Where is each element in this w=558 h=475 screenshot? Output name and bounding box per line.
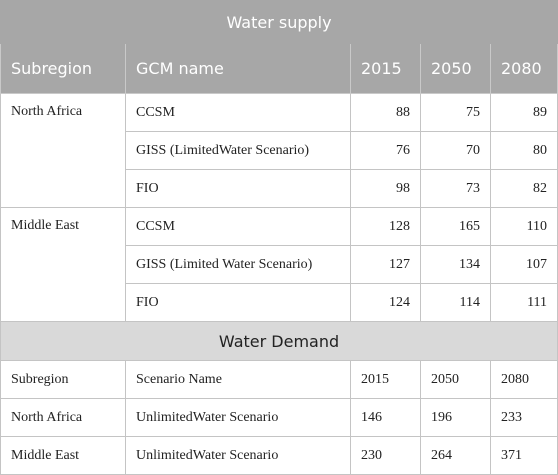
header-2080: 2080 [489,43,558,94]
value-cell: 110 [489,207,558,246]
table-row: FIO 98 73 82 [1,169,558,208]
scenario-cell: UnlimitedWater Scenario [125,436,351,475]
header-gcm-name: GCM name [125,43,351,94]
demand-header-2050: 2050 [420,360,491,399]
value-cell: 88 [350,93,421,132]
table-row: GISS (Limited Water Scenario) 127 134 10… [1,245,558,284]
table-row: North Africa CCSM 88 75 89 [0,93,558,208]
value-cell: 127 [350,245,421,284]
region-cell: North Africa [0,398,126,437]
demand-title: Water Demand [0,321,558,361]
value-cell: 196 [420,398,491,437]
value-cell: 82 [489,169,558,208]
region-cell: Middle East [0,207,126,322]
value-cell: 73 [420,169,491,208]
value-cell: 233 [489,398,558,437]
demand-header-2015: 2015 [350,360,421,399]
table-row: GISS (LimitedWater Scenario) 76 70 80 [1,131,558,170]
value-cell: 134 [420,245,491,284]
value-cell: 75 [420,93,491,132]
value-cell: 128 [350,207,421,246]
gcm-cell: GISS (Limited Water Scenario) [125,245,351,284]
value-cell: 76 [350,131,421,170]
region-cell: Middle East [0,436,126,475]
table-row: Middle East UnlimitedWater Scenario 230 … [0,436,558,475]
table-row: Middle East CCSM 128 165 110 [0,207,558,322]
gcm-cell: CCSM [125,93,351,132]
value-cell: 114 [420,283,491,322]
value-cell: 111 [489,283,558,322]
value-cell: 98 [350,169,421,208]
value-cell: 230 [350,436,421,475]
value-cell: 371 [489,436,558,475]
header-subregion: Subregion [0,43,126,94]
table-row: Subregion Scenario Name 2015 2050 2080 [0,360,558,399]
scenario-cell: UnlimitedWater Scenario [125,398,351,437]
demand-header-scenario: Scenario Name [125,360,351,399]
gcm-cell: CCSM [125,207,351,246]
gcm-cell: FIO [125,169,351,208]
table-row: North Africa UnlimitedWater Scenario 146… [0,398,558,437]
value-cell: 165 [420,207,491,246]
header-2015: 2015 [350,43,421,94]
demand-header-subregion: Subregion [0,360,126,399]
gcm-cell: FIO [125,283,351,322]
value-cell: 70 [420,131,491,170]
supply-title: Water supply [0,0,558,44]
value-cell: 89 [489,93,558,132]
value-cell: 146 [350,398,421,437]
table-row: FIO 124 114 111 [1,283,558,322]
value-cell: 107 [489,245,558,284]
gcm-cell: GISS (LimitedWater Scenario) [125,131,351,170]
demand-header-2080: 2080 [489,360,558,399]
value-cell: 80 [489,131,558,170]
value-cell: 124 [350,283,421,322]
header-2050: 2050 [420,43,491,94]
value-cell: 264 [420,436,491,475]
region-cell: North Africa [0,93,126,208]
